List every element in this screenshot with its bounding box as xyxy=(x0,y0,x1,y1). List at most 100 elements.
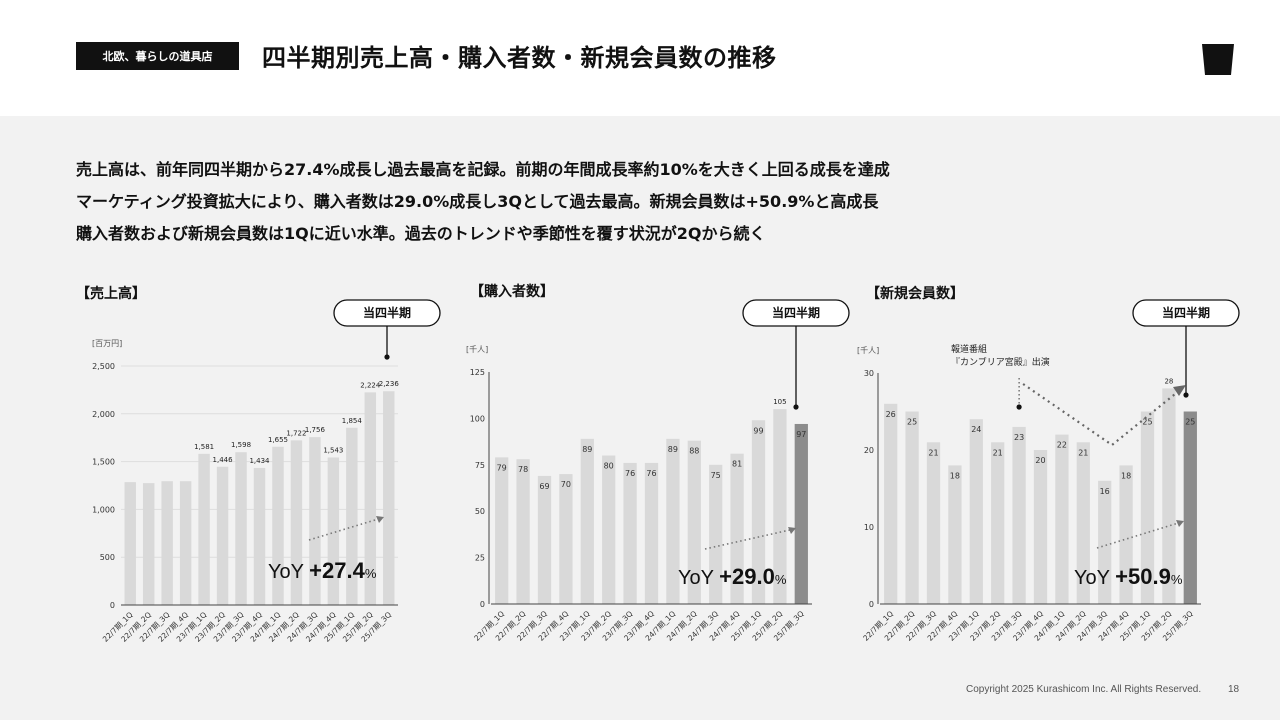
data-label: 18 xyxy=(950,471,960,480)
bar xyxy=(666,438,680,604)
summary-line: 売上高は、前年同四半期から27.4%成長し過去最高を記録。前期の年間成長率約10… xyxy=(76,160,890,179)
y-tick-label: 50 xyxy=(475,507,485,516)
y-tick-label: 25 xyxy=(475,554,485,563)
data-label: 22 xyxy=(1057,441,1067,450)
callout-dot xyxy=(793,404,799,410)
yoy-trend-arrow xyxy=(308,517,381,541)
page-title: 四半期別売上高・購入者数・新規会員数の推移 xyxy=(262,44,777,72)
data-label: 89 xyxy=(582,445,592,454)
data-label: 1,722 xyxy=(286,429,306,437)
bar xyxy=(969,419,983,604)
data-label: 23 xyxy=(1014,433,1024,442)
arrow-head-icon xyxy=(376,516,384,523)
data-label: 1,598 xyxy=(231,441,251,449)
data-label: 69 xyxy=(539,482,549,491)
data-label: 99 xyxy=(753,426,763,435)
bar xyxy=(1098,480,1112,604)
bar xyxy=(948,465,962,604)
bar xyxy=(884,403,898,604)
bar xyxy=(559,474,573,604)
data-label: 78 xyxy=(518,465,528,474)
y-tick-label: 0 xyxy=(480,600,485,609)
bar xyxy=(290,440,303,605)
bar xyxy=(364,392,377,605)
callout-label: 当四半期 xyxy=(363,305,411,320)
bar xyxy=(253,467,266,605)
data-label: 20 xyxy=(1035,456,1045,465)
cup-icon xyxy=(1202,44,1234,75)
y-tick-label: 125 xyxy=(470,368,485,377)
yoy-label: YoY +50.9% xyxy=(1074,564,1183,589)
data-label: 21 xyxy=(1078,448,1088,457)
y-tick-label: 100 xyxy=(470,414,485,423)
page-number: 18 xyxy=(1228,684,1240,695)
data-label: 105 xyxy=(773,398,786,406)
bar xyxy=(730,453,744,604)
summary-text: 売上高は、前年同四半期から27.4%成長し過去最高を記録。前期の年間成長率約10… xyxy=(76,154,890,250)
annotation-text: 『カンブリア宮殿』出演 xyxy=(951,356,1050,368)
data-label: 26 xyxy=(886,410,896,419)
bar xyxy=(580,438,594,604)
data-label: 1,655 xyxy=(268,436,288,444)
yoy-unit: % xyxy=(775,572,787,587)
callout-dot xyxy=(1183,392,1189,398)
arrow-head-icon xyxy=(1176,520,1184,527)
data-label: 2,224 xyxy=(360,381,381,389)
bar xyxy=(1055,434,1069,604)
trend-line xyxy=(1022,383,1181,447)
bar xyxy=(905,411,919,604)
bar xyxy=(198,453,210,605)
unit-label: [千人] xyxy=(857,345,879,355)
y-tick-label: 20 xyxy=(864,446,874,455)
yoy-unit: % xyxy=(365,566,377,581)
bar xyxy=(179,481,192,605)
data-label: 25 xyxy=(1185,418,1195,427)
data-label: 1,756 xyxy=(305,426,326,434)
y-tick-label: 500 xyxy=(100,553,115,562)
bar xyxy=(124,482,136,605)
yoy-prefix: YoY xyxy=(1074,567,1115,589)
bar xyxy=(623,462,637,604)
y-tick-label: 30 xyxy=(864,369,874,378)
revenue-chart-title: 【売上高】 xyxy=(76,286,146,302)
bar xyxy=(516,459,530,604)
bar xyxy=(1162,388,1176,604)
header-bar: 北欧、暮らしの道具店 四半期別売上高・購入者数・新規会員数の推移 xyxy=(0,0,1280,116)
data-label: 97 xyxy=(796,430,806,439)
summary-line: マーケティング投資拡大により、購入者数は29.0%成長し3Qとして過去最高。新規… xyxy=(76,192,879,211)
bar xyxy=(751,420,766,604)
arrow-head-icon xyxy=(788,527,796,534)
data-label: 80 xyxy=(604,462,614,471)
data-label: 1,434 xyxy=(249,457,270,465)
copyright-text: Copyright 2025 Kurashicom Inc. All Right… xyxy=(966,684,1202,695)
yoy-prefix: YoY xyxy=(268,561,309,583)
data-label: 21 xyxy=(993,448,1003,457)
yoy-trend-arrow xyxy=(1096,521,1181,549)
yoy-label: YoY +29.0% xyxy=(678,564,787,589)
callout-label: 当四半期 xyxy=(772,305,820,320)
data-label: 79 xyxy=(497,463,507,472)
trend-arrow-head-icon xyxy=(1173,385,1186,396)
yoy-value: +29.0 xyxy=(719,564,775,589)
bar xyxy=(537,475,552,604)
bar xyxy=(272,446,284,605)
bar xyxy=(346,427,358,605)
annotation-text: 報道番組 xyxy=(951,343,987,355)
data-label: 21 xyxy=(928,448,938,457)
bar xyxy=(794,423,808,604)
y-tick-label: 0 xyxy=(869,600,874,609)
data-label: 16 xyxy=(1100,487,1110,496)
bar xyxy=(926,442,941,604)
bar xyxy=(709,464,723,604)
yoy-value: +50.9 xyxy=(1115,564,1171,589)
bar xyxy=(1033,450,1048,604)
bar xyxy=(495,457,509,604)
brand-badge: 北欧、暮らしの道具店 xyxy=(76,42,239,70)
yoy-trend-arrow xyxy=(704,528,793,550)
bar xyxy=(1119,465,1133,604)
callout-label: 当四半期 xyxy=(1162,305,1210,320)
data-label: 1,581 xyxy=(194,443,214,451)
y-tick-label: 1,000 xyxy=(92,505,115,514)
y-tick-label: 10 xyxy=(864,523,874,532)
